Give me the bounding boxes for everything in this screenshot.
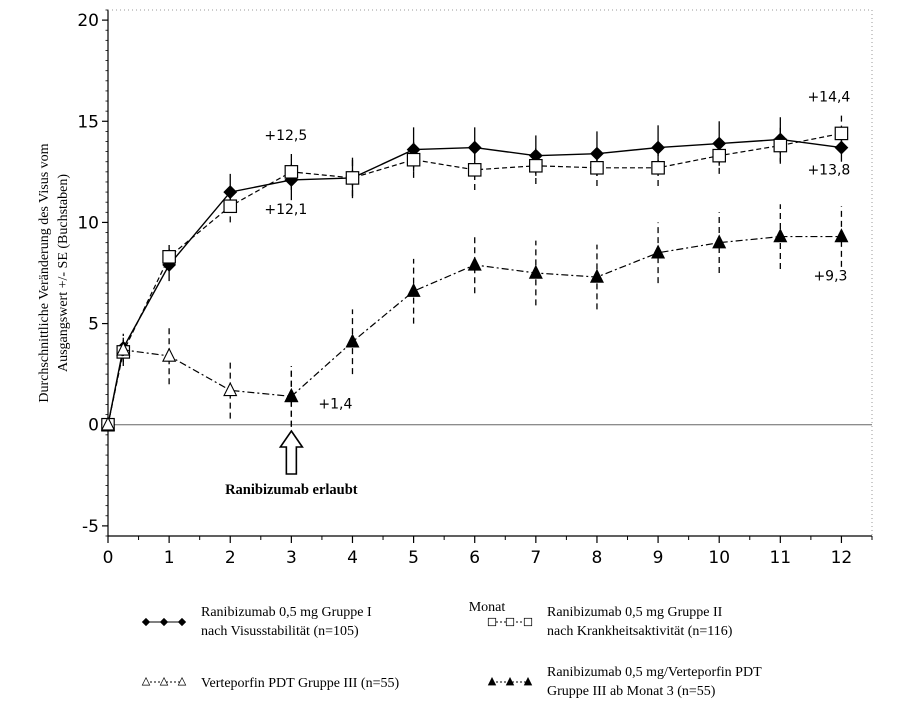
value-annotation: +13,8	[807, 163, 850, 179]
data-point	[528, 264, 543, 279]
value-annotation: +12,5	[264, 128, 307, 144]
data-point	[345, 171, 360, 185]
legend-marker	[141, 676, 151, 686]
legend-label: Ranibizumab 0,5 mg Gruppe II	[547, 605, 723, 620]
data-point	[773, 138, 788, 153]
data-point	[406, 282, 421, 297]
x-tick-label: 8	[592, 548, 603, 568]
data-point	[223, 199, 238, 214]
data-point	[651, 244, 666, 259]
legend-entry-1: Ranibizumab 0,5 mg Gruppe I nach Visussta…	[141, 605, 372, 639]
data-point	[712, 148, 726, 163]
data-point	[589, 268, 604, 283]
y-tick-label: 10	[77, 213, 99, 233]
legend-marker	[487, 617, 497, 627]
legend-marker	[505, 677, 515, 686]
data-point	[529, 158, 543, 173]
legend-marker	[141, 617, 151, 627]
x-tick-label: 11	[769, 548, 791, 568]
legend: Ranibizumab 0,5 mg Gruppe I nach Visussta…	[141, 605, 762, 699]
data-point	[223, 381, 238, 397]
x-tick-label: 1	[164, 548, 175, 568]
legend-marker	[159, 676, 169, 686]
up-arrow-icon	[278, 429, 304, 475]
series-3	[100, 327, 299, 431]
legend-marker	[505, 617, 515, 627]
data-point	[834, 126, 849, 141]
legend-label-line2: Gruppe III ab Monat 3 (n=55)	[547, 684, 716, 699]
x-tick-label: 7	[530, 548, 541, 568]
data-point	[467, 140, 482, 155]
data-point	[712, 234, 727, 249]
x-axis-label: Monat	[469, 600, 506, 615]
series-line	[107, 138, 842, 425]
x-tick-label: 0	[103, 548, 114, 568]
legend-label: Ranibizumab 0,5 mg/Verteporfin PDT	[547, 665, 762, 680]
y-axis-label-line1: Durchschnittliche Veränderung des Visus …	[37, 143, 52, 402]
data-point	[467, 256, 482, 271]
data-point	[834, 228, 849, 243]
series-2	[101, 115, 849, 432]
legend-marker	[159, 617, 169, 627]
data-point	[162, 250, 176, 264]
y-tick-label: 5	[88, 315, 99, 335]
legend-marker	[523, 617, 533, 627]
data-point	[284, 388, 299, 403]
x-tick-label: 10	[708, 548, 730, 568]
legend-marker	[177, 676, 187, 686]
data-point	[162, 347, 177, 362]
data-point	[773, 228, 788, 243]
x-tick-label: 5	[408, 548, 419, 568]
legend-marker	[177, 617, 187, 627]
y-axis-label-line2: Ausgangswert +/- SE (Buchstaben)	[56, 174, 71, 372]
annotation-layer: +12,5 +12,1 +14,4 +13,8 +9,3 +1,4 Ranibizumab …	[225, 89, 850, 498]
x-tick-label: 9	[653, 548, 664, 568]
arrow-annotation-label: Ranibizumab erlaubt	[225, 482, 358, 498]
data-point	[590, 161, 604, 175]
data-point	[467, 163, 482, 177]
value-annotation: +1,4	[318, 396, 352, 412]
legend-label: Ranibizumab 0,5 mg Gruppe I	[201, 605, 372, 620]
legend-entry-2: Ranibizumab 0,5 mg Gruppe II nach Krankhe…	[487, 605, 733, 639]
y-axis-label: Durchschnittliche Veränderung des Visus …	[37, 143, 71, 402]
series-4	[284, 204, 849, 427]
x-tick-label: 6	[469, 548, 480, 568]
data-point	[651, 161, 665, 175]
value-annotation: +14,4	[807, 89, 850, 105]
y-tick-label: 15	[77, 112, 99, 132]
series-line	[290, 235, 842, 397]
legend-label: Verteporfin PDT Gruppe III (n=55)	[201, 676, 399, 691]
data-point	[116, 341, 131, 356]
data-point	[406, 152, 421, 167]
series-line	[107, 132, 842, 425]
value-annotation: +9,3	[813, 269, 847, 285]
y-tick-label: 0	[88, 416, 99, 436]
legend-label-line2: nach Visusstabilität (n=105)	[201, 624, 359, 639]
y-tick-label: 20	[77, 11, 99, 31]
legend-marker	[523, 677, 533, 686]
legend-entry-3: Verteporfin PDT Gruppe III (n=55)	[141, 676, 399, 691]
x-tick-label: 4	[347, 548, 358, 568]
data-point	[100, 416, 116, 431]
value-annotation: +12,1	[264, 202, 307, 218]
legend-marker	[487, 677, 497, 686]
series-layer	[100, 115, 849, 432]
y-tick-label: -5	[82, 517, 99, 537]
data-point	[345, 333, 360, 348]
series-line	[107, 349, 292, 425]
data-point	[284, 165, 299, 179]
legend-label-line2: nach Krankheitsaktivität (n=116)	[547, 624, 733, 639]
legend-entry-4: Ranibizumab 0,5 mg/Verteporfin PDT Gruppe…	[487, 665, 762, 699]
x-tick-label: 2	[225, 548, 236, 568]
x-tick-label: 12	[831, 548, 853, 568]
x-tick-label: 3	[286, 548, 297, 568]
